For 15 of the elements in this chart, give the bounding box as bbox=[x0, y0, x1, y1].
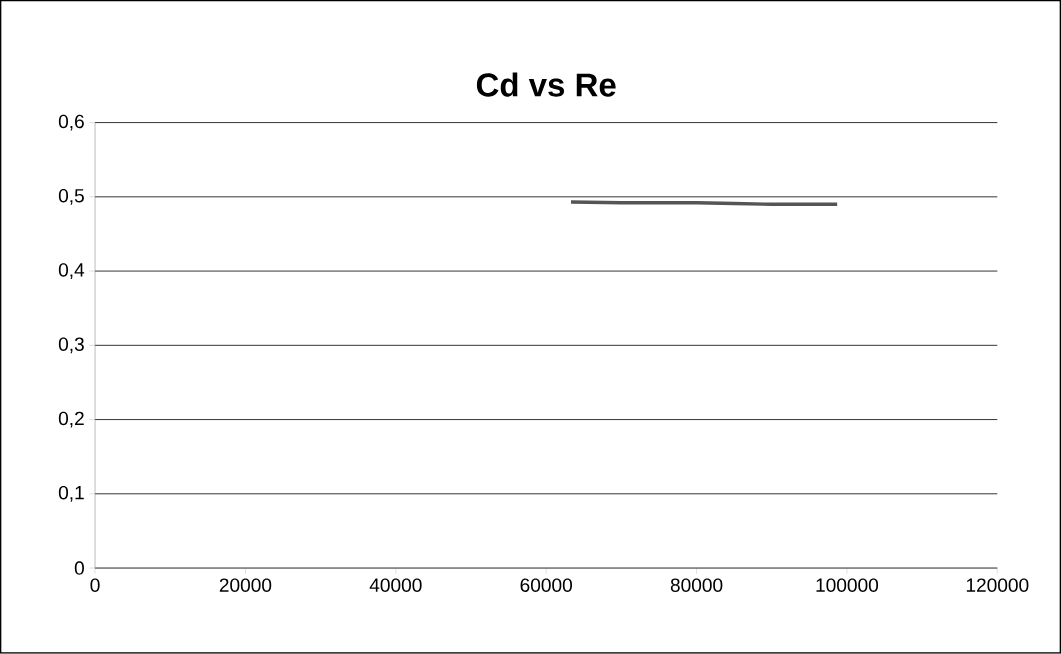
x-tick-label: 20000 bbox=[219, 578, 272, 593]
y-tick-label: 0,2 bbox=[58, 411, 84, 428]
x-tick-label: 80000 bbox=[670, 578, 723, 593]
y-tick-label: 0,6 bbox=[58, 114, 84, 131]
x-tick-label: 100000 bbox=[816, 578, 879, 593]
y-tick-label: 0,5 bbox=[58, 189, 84, 205]
y-tick-label: 0,4 bbox=[58, 263, 85, 280]
y-tick-label: 0 bbox=[74, 561, 84, 575]
x-tick-label: 40000 bbox=[369, 578, 422, 593]
y-tick-label: 0,1 bbox=[58, 486, 84, 502]
x-tick-label: 60000 bbox=[520, 578, 572, 593]
chart-title: Cd vs Re bbox=[476, 72, 616, 97]
x-tick-label: 120000 bbox=[966, 578, 1029, 593]
y-tick-label: 0,3 bbox=[58, 337, 84, 354]
x-tick-label: 0 bbox=[90, 578, 100, 593]
